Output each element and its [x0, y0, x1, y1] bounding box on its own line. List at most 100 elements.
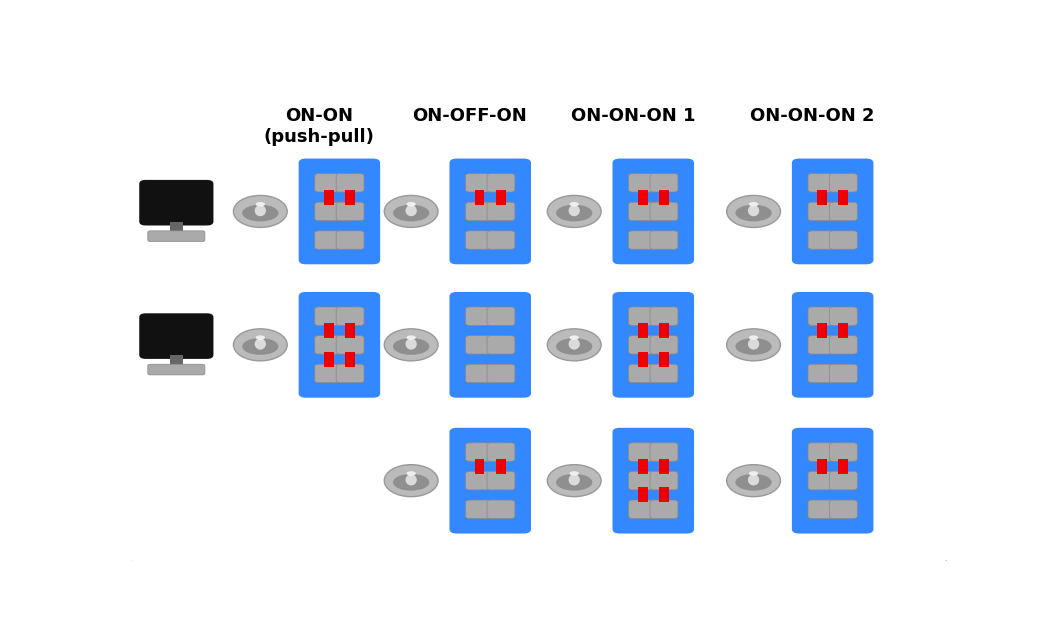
FancyBboxPatch shape: [650, 500, 677, 518]
Bar: [817, 459, 827, 474]
Ellipse shape: [735, 205, 772, 221]
FancyBboxPatch shape: [315, 231, 343, 249]
FancyBboxPatch shape: [650, 307, 677, 326]
Bar: [345, 323, 355, 338]
FancyBboxPatch shape: [650, 336, 677, 354]
FancyBboxPatch shape: [808, 364, 836, 382]
Ellipse shape: [749, 335, 758, 340]
Ellipse shape: [568, 338, 580, 350]
Ellipse shape: [255, 205, 266, 216]
Text: ON-ON
(push-pull): ON-ON (push-pull): [264, 107, 375, 146]
FancyBboxPatch shape: [612, 428, 694, 534]
FancyBboxPatch shape: [449, 428, 531, 534]
FancyBboxPatch shape: [337, 336, 364, 354]
Circle shape: [547, 195, 601, 227]
Bar: [638, 190, 648, 205]
Bar: [638, 459, 648, 474]
Bar: [474, 190, 485, 205]
FancyBboxPatch shape: [139, 180, 214, 226]
FancyBboxPatch shape: [829, 471, 857, 490]
FancyBboxPatch shape: [487, 174, 514, 192]
FancyBboxPatch shape: [487, 500, 514, 518]
FancyBboxPatch shape: [650, 174, 677, 192]
FancyBboxPatch shape: [808, 443, 836, 461]
FancyBboxPatch shape: [315, 364, 343, 382]
FancyBboxPatch shape: [487, 231, 514, 249]
Circle shape: [727, 195, 781, 227]
Circle shape: [384, 465, 438, 496]
Bar: [838, 459, 848, 474]
Bar: [345, 190, 355, 205]
Bar: [638, 323, 648, 338]
FancyBboxPatch shape: [829, 202, 857, 220]
FancyBboxPatch shape: [147, 364, 205, 375]
FancyBboxPatch shape: [315, 202, 343, 220]
Ellipse shape: [406, 335, 416, 340]
Circle shape: [547, 329, 601, 361]
Bar: [345, 352, 355, 367]
Ellipse shape: [405, 205, 417, 216]
FancyBboxPatch shape: [629, 202, 656, 220]
Circle shape: [384, 195, 438, 227]
FancyBboxPatch shape: [650, 202, 677, 220]
Ellipse shape: [405, 474, 417, 486]
Ellipse shape: [255, 338, 266, 350]
Bar: [324, 323, 333, 338]
Circle shape: [234, 329, 287, 361]
FancyBboxPatch shape: [829, 364, 857, 382]
Bar: [638, 488, 648, 503]
Ellipse shape: [748, 474, 760, 486]
FancyBboxPatch shape: [466, 307, 493, 326]
Circle shape: [384, 329, 438, 361]
FancyBboxPatch shape: [315, 336, 343, 354]
Bar: [495, 190, 506, 205]
Ellipse shape: [557, 205, 592, 221]
Ellipse shape: [748, 338, 760, 350]
Ellipse shape: [568, 205, 580, 216]
FancyBboxPatch shape: [466, 471, 493, 490]
Circle shape: [234, 195, 287, 227]
FancyBboxPatch shape: [487, 471, 514, 490]
Ellipse shape: [256, 335, 265, 340]
FancyBboxPatch shape: [629, 471, 656, 490]
Bar: [817, 323, 827, 338]
Bar: [659, 488, 669, 503]
FancyBboxPatch shape: [612, 159, 694, 265]
FancyBboxPatch shape: [337, 202, 364, 220]
FancyBboxPatch shape: [466, 500, 493, 518]
FancyBboxPatch shape: [808, 231, 836, 249]
Ellipse shape: [393, 338, 429, 355]
FancyBboxPatch shape: [829, 336, 857, 354]
FancyBboxPatch shape: [629, 500, 656, 518]
FancyBboxPatch shape: [650, 364, 677, 382]
Ellipse shape: [749, 471, 758, 476]
FancyBboxPatch shape: [829, 307, 857, 326]
Ellipse shape: [242, 205, 279, 221]
FancyBboxPatch shape: [337, 231, 364, 249]
Bar: [817, 190, 827, 205]
Bar: [169, 222, 183, 232]
FancyBboxPatch shape: [650, 471, 677, 490]
Text: ON-ON-ON 2: ON-ON-ON 2: [750, 107, 874, 125]
FancyBboxPatch shape: [808, 202, 836, 220]
Bar: [659, 352, 669, 367]
Bar: [474, 459, 485, 474]
FancyBboxPatch shape: [299, 159, 380, 265]
FancyBboxPatch shape: [792, 292, 873, 398]
FancyBboxPatch shape: [650, 231, 677, 249]
FancyBboxPatch shape: [466, 364, 493, 382]
FancyBboxPatch shape: [487, 202, 514, 220]
FancyBboxPatch shape: [808, 307, 836, 326]
FancyBboxPatch shape: [829, 500, 857, 518]
FancyBboxPatch shape: [337, 174, 364, 192]
Ellipse shape: [406, 202, 416, 207]
FancyBboxPatch shape: [487, 443, 514, 461]
FancyBboxPatch shape: [466, 336, 493, 354]
Bar: [659, 459, 669, 474]
Text: ON-OFF-ON: ON-OFF-ON: [412, 107, 527, 125]
FancyBboxPatch shape: [139, 313, 214, 359]
FancyBboxPatch shape: [449, 159, 531, 265]
FancyBboxPatch shape: [147, 231, 205, 241]
Bar: [659, 323, 669, 338]
Circle shape: [727, 329, 781, 361]
